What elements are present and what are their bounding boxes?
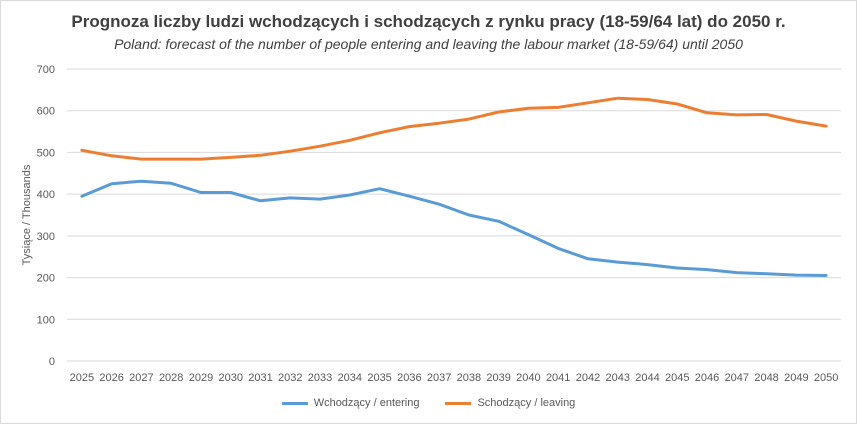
x-tick-label: 2027 [129, 372, 153, 384]
x-tick-label: 2028 [159, 372, 183, 384]
y-tick-label: 100 [37, 314, 55, 326]
legend-label-leaving: Schodzący / leaving [477, 397, 576, 409]
x-tick-label: 2042 [576, 372, 600, 384]
chart-subtitle: Poland: forecast of the number of people… [114, 36, 743, 52]
x-tick-label: 2050 [814, 372, 838, 384]
x-tick-label: 2030 [218, 372, 242, 384]
y-tick-label: 500 [37, 147, 55, 159]
legend-swatch-leaving [445, 401, 472, 405]
x-tick-label: 2043 [605, 372, 629, 384]
x-tick-label: 2044 [635, 372, 659, 384]
x-tick-label: 2025 [70, 372, 94, 384]
series-line-entering [80, 179, 828, 277]
y-tick-label: 200 [37, 273, 55, 285]
y-tick-label: 600 [37, 106, 55, 118]
x-tick-label: 2032 [278, 372, 302, 384]
x-tick-label: 2041 [546, 372, 570, 384]
x-tick-label: 2029 [189, 372, 213, 384]
y-tick-label: 700 [37, 64, 55, 76]
x-tick-label: 2038 [457, 372, 481, 384]
y-tick-label: 0 [49, 356, 55, 368]
legend-item-entering: Wchodzący / entering [281, 397, 420, 409]
chart-title: Prognoza liczby ludzi wchodzących i scho… [71, 12, 786, 31]
y-axis-label: Tysiące / Thousands [21, 164, 33, 265]
x-tick-label: 2049 [784, 372, 808, 384]
x-tick-label: 2036 [397, 372, 421, 384]
legend-label-entering: Wchodzący / entering [313, 397, 420, 409]
y-tick-label: 300 [37, 231, 55, 243]
x-tick-label: 2031 [248, 372, 272, 384]
y-tick-label: 400 [37, 189, 55, 201]
x-tick-label: 2033 [308, 372, 332, 384]
x-tick-label: 2048 [754, 372, 778, 384]
legend-swatch-entering [281, 401, 308, 405]
x-tick-label: 2046 [695, 372, 719, 384]
legend: Wchodzący / entering Schodzący / leaving [0, 397, 857, 409]
x-tick-label: 2040 [516, 372, 540, 384]
x-tick-label: 2037 [427, 372, 451, 384]
x-tick-label: 2034 [338, 372, 362, 384]
x-tick-label: 2035 [367, 372, 391, 384]
x-tick-label: 2047 [725, 372, 749, 384]
series-line-leaving [80, 96, 828, 161]
x-tick-label: 2045 [665, 372, 689, 384]
x-tick-label: 2039 [486, 372, 510, 384]
x-tick-label: 2026 [99, 372, 123, 384]
legend-item-leaving: Schodzący / leaving [445, 397, 575, 409]
